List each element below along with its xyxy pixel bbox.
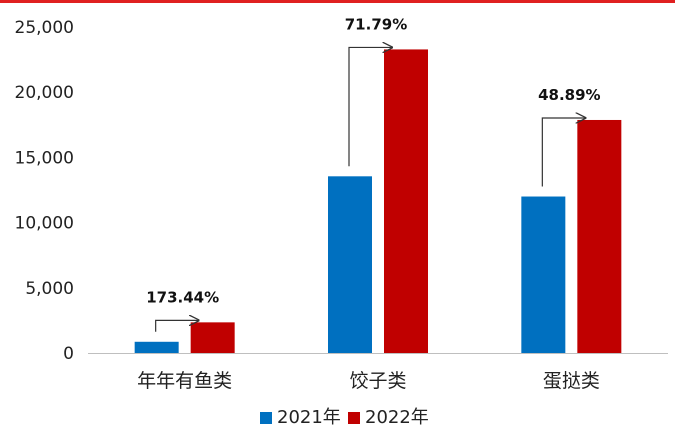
x-category-label: 饺子类 [349, 370, 406, 392]
bar-2021 [134, 341, 179, 353]
y-tick-label: 15,000 [15, 148, 74, 168]
y-tick-label: 20,000 [15, 83, 74, 103]
growth-arrow [348, 47, 392, 167]
bar-2022 [577, 119, 622, 354]
x-category-label: 年年有鱼类 [137, 370, 232, 392]
legend-swatch [348, 412, 360, 424]
bar-2022 [190, 322, 235, 353]
y-tick-label: 0 [63, 344, 74, 364]
growth-label: 71.79% [345, 15, 407, 33]
y-tick-label: 25,000 [15, 18, 74, 38]
legend-swatch [260, 412, 272, 424]
bar-2021 [521, 196, 566, 353]
growth-label: 48.89% [538, 86, 600, 104]
y-tick-label: 10,000 [15, 214, 74, 234]
legend-label: 2022年 [365, 407, 429, 428]
bar-2022 [384, 49, 428, 353]
top-rule [0, 0, 675, 3]
legend-label: 2021年 [277, 407, 341, 428]
growth-arrow [155, 320, 199, 332]
growth-arrow [541, 118, 585, 187]
bar-2021 [328, 176, 372, 353]
y-tick-label: 5,000 [25, 279, 74, 299]
x-category-label: 蛋挞类 [543, 370, 600, 392]
growth-label: 173.44% [146, 288, 219, 306]
